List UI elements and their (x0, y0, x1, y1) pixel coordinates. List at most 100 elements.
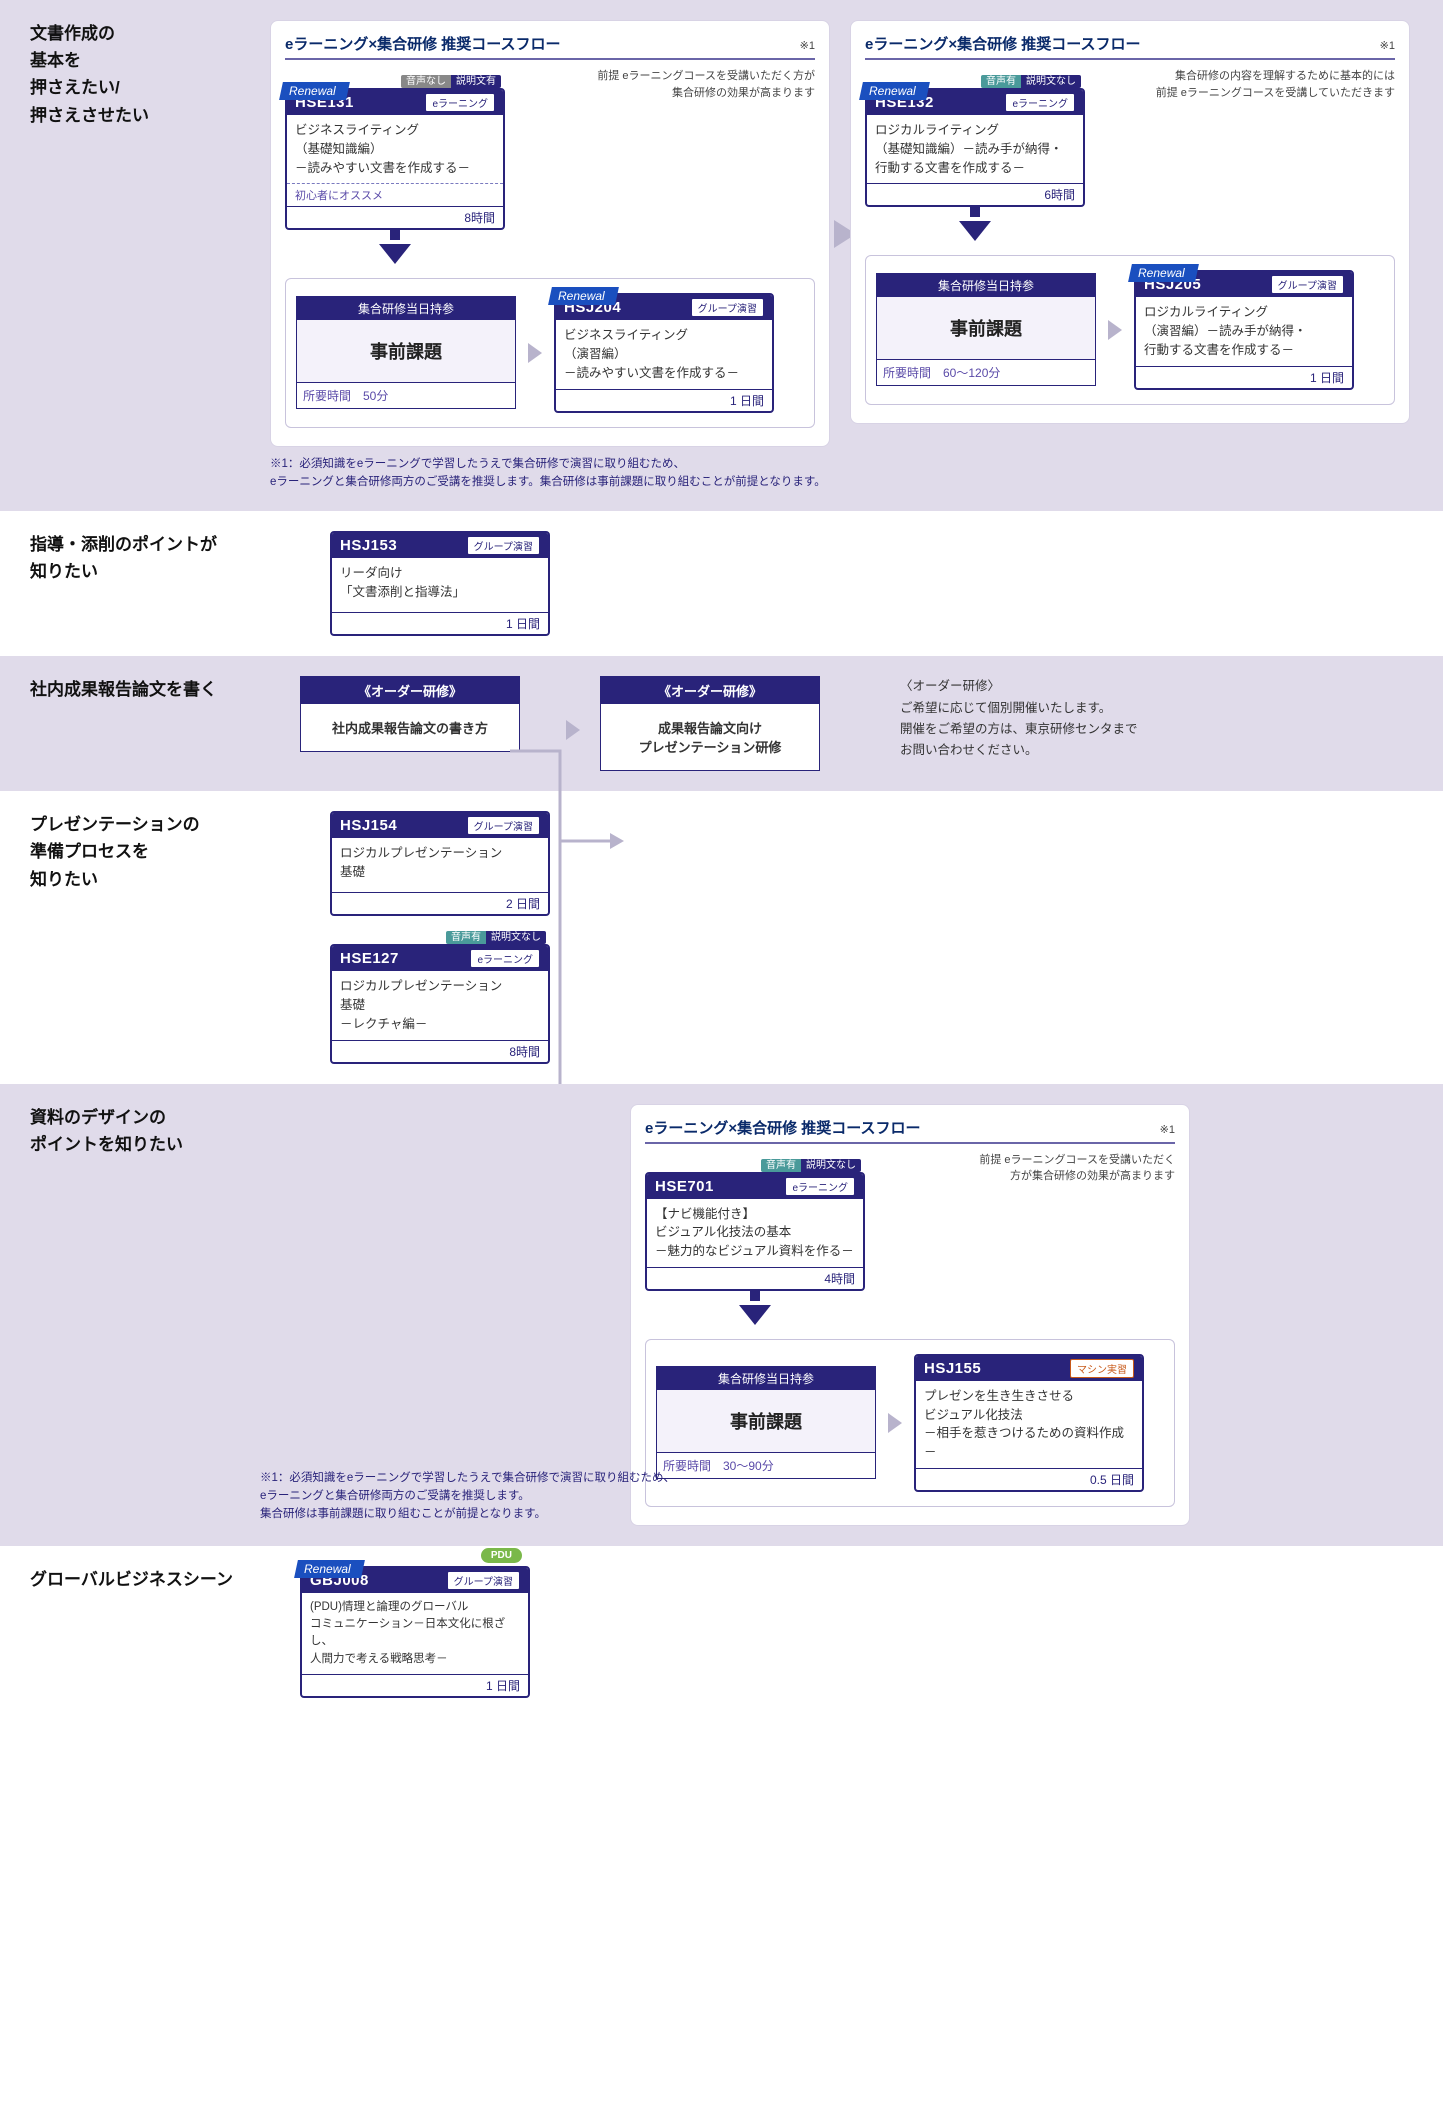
arrow-right-icon (566, 720, 580, 740)
pretask-body: 事前課題 (877, 297, 1095, 359)
course-hsj205[interactable]: HSJ205グループ演習 ロジカルライティング （演習編）－読み手が納得・ 行動… (1134, 270, 1354, 389)
arrow-down-icon (379, 244, 411, 264)
arrow-down-icon (959, 221, 991, 241)
course-duration: 4時間 (647, 1267, 863, 1289)
course-flow-diagram: 文書作成の 基本を 押さえたい/ 押さえさせたい eラーニング×集合研修 推奨コ… (0, 0, 1443, 1718)
footnote-ref: ※1 (1160, 1123, 1175, 1136)
arrow-down-icon (970, 207, 980, 217)
order-card-1[interactable]: 《オーダー研修》 社内成果報告論文の書き方 (300, 676, 520, 752)
audio-badge: 音声なし説明文有 (401, 72, 501, 87)
tag-elearning: eラーニング (785, 1177, 855, 1196)
course-title: ビジネスライティング （演習編） －読みやすい文書を作成する－ (556, 320, 772, 388)
renewal-badge: Renewal (859, 82, 930, 100)
tag-group: グループ演習 (691, 298, 764, 317)
flow-note: 集合研修の内容を理解するために基本的には 前提 eラーニングコースを受講していた… (1101, 68, 1395, 101)
course-title: プレゼンを生き生きさせる ビジュアル化技法 －相手を惹きつけるための資料作成－ (916, 1381, 1142, 1468)
course-title: 【ナビ機能付き】 ビジュアル化技法の基本 －魅力的なビジュアル資料を作る－ (647, 1199, 863, 1267)
flow-note: 前提 eラーニングコースを受講いただく 方が集合研修の効果が高まります (881, 1152, 1175, 1185)
course-hse132[interactable]: HSE132eラーニング ロジカルライティング （基礎知識編）－読み手が納得・ … (865, 88, 1085, 207)
course-duration: 8時間 (332, 1040, 548, 1062)
pretask-header: 集合研修当日持参 (297, 297, 515, 320)
subflow-box: 集合研修当日持参 事前課題 所要時間 50分 Renewal HSJ204グルー… (285, 278, 815, 427)
section-label: 資料のデザインの ポイントを知りたい (30, 1104, 250, 1526)
course-duration: 2 日間 (332, 892, 548, 914)
course-title: ビジネスライティング （基礎知識編） －読みやすい文書を作成する－ (287, 115, 503, 183)
tag-elearning: eラーニング (1005, 93, 1075, 112)
flow-panel-1: eラーニング×集合研修 推奨コースフロー※1 Renewal 音声なし説明文有 … (270, 20, 830, 447)
arrow-right-icon (888, 1413, 902, 1433)
section-report: 社内成果報告論文を書く 《オーダー研修》 社内成果報告論文の書き方 《オーダー研… (0, 656, 1443, 791)
course-hsj154[interactable]: HSJ154 グループ演習 ロジカルプレゼンテーション 基礎 2 日間 (330, 811, 550, 916)
course-hse701[interactable]: HSE701 eラーニング 【ナビ機能付き】 ビジュアル化技法の基本 －魅力的なビ… (645, 1172, 865, 1291)
course-hsj155[interactable]: HSJ155 マシン実習 プレゼンを生き生きさせる ビジュアル化技法 －相手を惹き… (914, 1354, 1144, 1492)
course-hse127[interactable]: HSE127eラーニング ロジカルプレゼンテーション 基礎 －レクチャ編－ 8時… (330, 944, 550, 1063)
order-header: 《オーダー研修》 (601, 677, 819, 704)
course-duration: 6時間 (867, 183, 1083, 205)
course-code: HSJ154 (340, 817, 397, 834)
course-title: (PDU)情理と論理のグローバル コミュニケーション－日本文化に根ざし、 人間力… (302, 1593, 528, 1674)
course-duration: 1 日間 (556, 389, 772, 411)
section-label: 指導・添削のポイントが 知りたい (30, 531, 250, 636)
course-gbj008[interactable]: GBJ008グループ演習 (PDU)情理と論理のグローバル コミュニケーション－… (300, 1566, 530, 1698)
course-hse131[interactable]: HSE131eラーニング ビジネスライティング （基礎知識編） －読みやすい文書… (285, 88, 505, 230)
course-title: ロジカルプレゼンテーション 基礎 (332, 838, 548, 892)
course-title: ロジカルプレゼンテーション 基礎 －レクチャ編－ (332, 971, 548, 1039)
order-header: 《オーダー研修》 (301, 677, 519, 704)
pretask-card: 集合研修当日持参 事前課題 所要時間 30～90分 (656, 1366, 876, 1479)
renewal-badge: Renewal (548, 287, 619, 305)
course-hsj204[interactable]: HSJ204グループ演習 ビジネスライティング （演習編） －読みやすい文書を作… (554, 293, 774, 412)
renewal-badge: Renewal (294, 1560, 365, 1578)
course-duration: 1 日間 (1136, 366, 1352, 388)
section-presentation: プレゼンテーションの 準備プロセスを 知りたい HSJ154 グループ演習 ロジカ… (0, 791, 1443, 1083)
order-body: 成果報告論文向け プレゼンテーション研修 (601, 704, 819, 770)
course-title: リーダ向け 「文書添削と指導法」 (332, 558, 548, 612)
course-code: HSJ155 (924, 1360, 981, 1377)
flow-title: eラーニング×集合研修 推奨コースフロー (645, 1117, 921, 1138)
pretask-duration: 所要時間 60～120分 (877, 359, 1095, 385)
section-label: グローバルビジネスシーン (30, 1566, 250, 1698)
section-label: 文書作成の 基本を 押さえたい/ 押さえさせたい (30, 20, 250, 491)
recommend-label: 初心者にオススメ (287, 183, 503, 206)
arrow-down-icon (390, 230, 400, 240)
tag-group: グループ演習 (447, 1571, 520, 1590)
flow-title: eラーニング×集合研修 推奨コースフロー (285, 33, 561, 54)
pretask-duration: 所要時間 30～90分 (657, 1452, 875, 1478)
pretask-card: 集合研修当日持参 事前課題 所要時間 60～120分 (876, 273, 1096, 386)
arrow-down-icon (739, 1305, 771, 1325)
subflow-box: 集合研修当日持参 事前課題 所要時間 30～90分 HSJ155 マシン実習 プレ… (645, 1339, 1175, 1507)
audio-badge: 音声有説明文なし (981, 72, 1081, 87)
subflow-box: 集合研修当日持参 事前課題 所要時間 60～120分 Renewal HSJ20… (865, 255, 1395, 404)
flow-panel-2: eラーニング×集合研修 推奨コースフロー※1 Renewal 音声有説明文なし … (850, 20, 1410, 424)
flow-title: eラーニング×集合研修 推奨コースフロー (865, 33, 1141, 54)
tag-group: グループ演習 (1271, 275, 1344, 294)
tag-group: グループ演習 (467, 816, 540, 835)
course-duration: 1 日間 (302, 1674, 528, 1696)
pretask-card: 集合研修当日持参 事前課題 所要時間 50分 (296, 296, 516, 409)
footnote-text: ※1：必須知識をeラーニングで学習したうえで集合研修で演習に取り組むため、 eラ… (260, 1469, 675, 1524)
pretask-body: 事前課題 (297, 320, 515, 382)
course-duration: 0.5 日間 (916, 1468, 1142, 1490)
section-label: プレゼンテーションの 準備プロセスを 知りたい (30, 811, 250, 1063)
pretask-body: 事前課題 (657, 1390, 875, 1452)
section-doc-basics: 文書作成の 基本を 押さえたい/ 押さえさせたい eラーニング×集合研修 推奨コ… (0, 0, 1443, 511)
pretask-header: 集合研修当日持参 (877, 274, 1095, 297)
footnote-ref: ※1 (800, 39, 815, 52)
pretask-header: 集合研修当日持参 (657, 1367, 875, 1390)
tag-group: グループ演習 (467, 536, 540, 555)
footnote-ref: ※1 (1380, 39, 1395, 52)
footnote-text: ※1：必須知識をeラーニングで学習したうえで集合研修で演習に取り組むため、 eラ… (270, 455, 830, 492)
course-duration: 1 日間 (332, 612, 548, 634)
course-hsj153[interactable]: HSJ153 グループ演習 リーダ向け 「文書添削と指導法」 1 日間 (330, 531, 550, 636)
order-note: 〈オーダー研修〉 ご希望に応じて個別開催いたします。 開催をご希望の方は、東京研… (900, 676, 1138, 771)
course-code: HSE701 (655, 1178, 714, 1195)
order-card-2[interactable]: 《オーダー研修》 成果報告論文向け プレゼンテーション研修 (600, 676, 820, 771)
flow-note: 前提 eラーニングコースを受講いただく方が 集合研修の効果が高まります (521, 68, 815, 101)
tag-machine: マシン実習 (1070, 1359, 1134, 1378)
arrow-down-icon (750, 1291, 760, 1301)
tag-elearning: eラーニング (425, 93, 495, 112)
arrow-right-icon (528, 343, 542, 363)
section-global: グローバルビジネスシーン Renewal PDU GBJ008グループ演習 (P… (0, 1546, 1443, 1718)
course-duration: 8時間 (287, 206, 503, 228)
audio-badge: 音声有説明文なし (761, 1156, 861, 1171)
course-code: HSJ153 (340, 537, 397, 554)
